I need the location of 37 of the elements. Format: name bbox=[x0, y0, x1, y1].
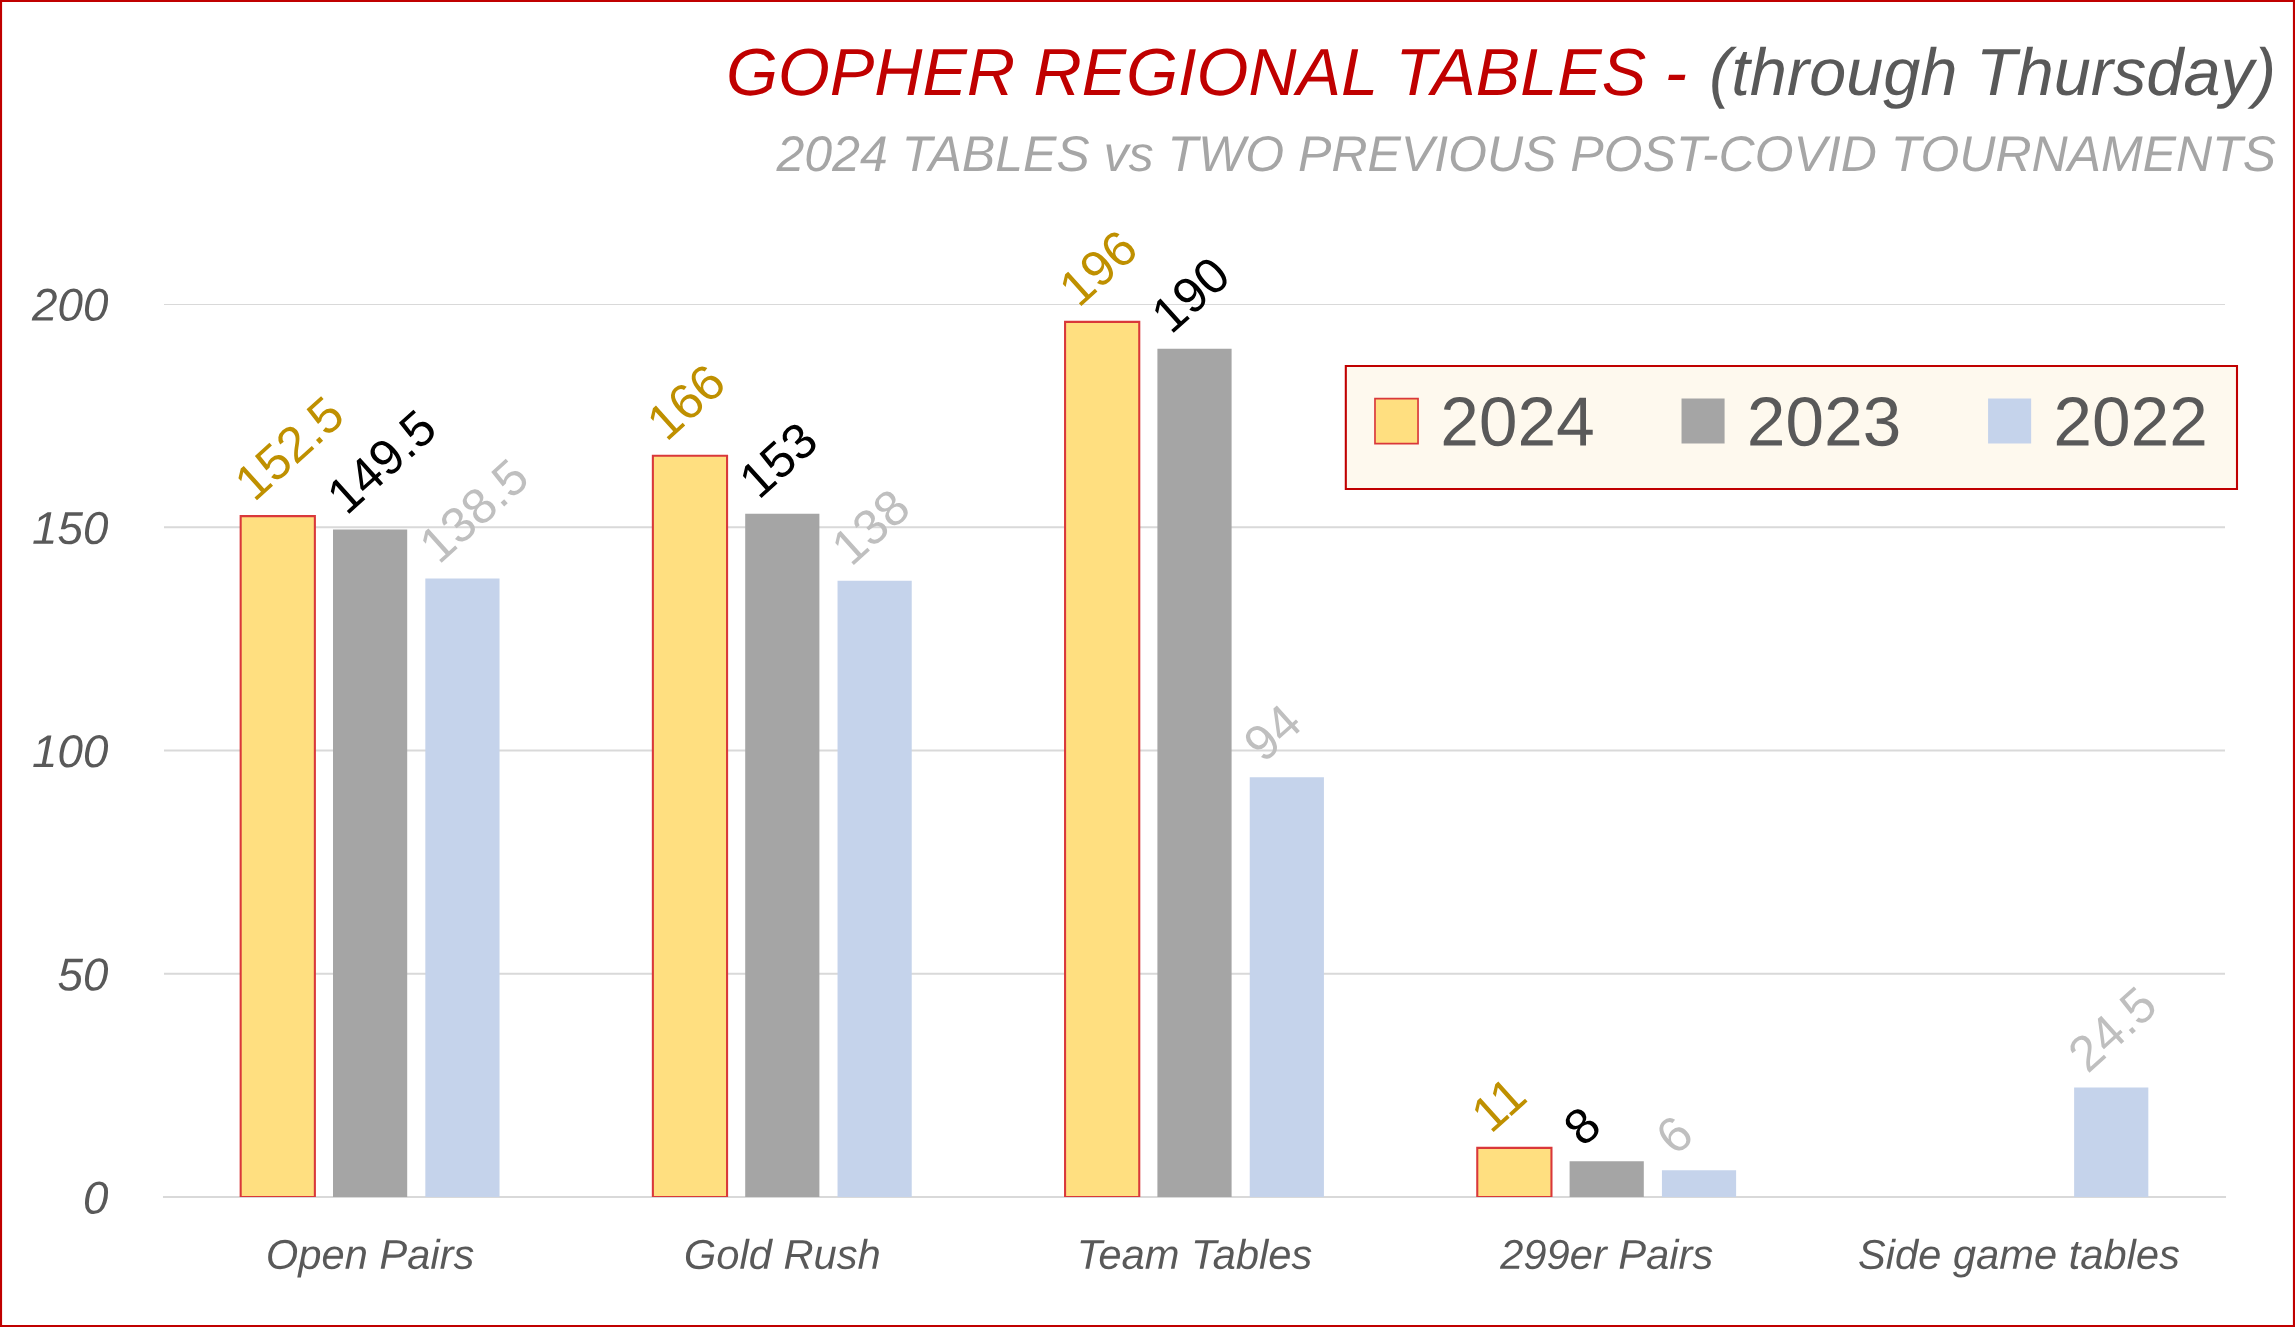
bar bbox=[1476, 1146, 1553, 1197]
data-label: 190 bbox=[1150, 254, 1232, 334]
bar bbox=[1569, 1161, 1644, 1197]
chart-subtitle: 2024 TABLES vs TWO PREVIOUS POST-COVID TOURNAMENTS bbox=[776, 136, 2276, 172]
y-tick-label: 150 bbox=[33, 511, 109, 545]
y-tick-label: 100 bbox=[33, 735, 109, 768]
chart-title: GOPHER REGIONAL TABLES - (through Thursday) bbox=[729, 46, 2273, 109]
bar bbox=[2074, 1087, 2149, 1197]
legend-label: 2024 bbox=[1443, 397, 1593, 447]
bar bbox=[651, 454, 729, 1197]
y-tick-label: 200 bbox=[31, 288, 109, 322]
x-tick-label: Gold Rush bbox=[685, 1238, 879, 1270]
bar bbox=[239, 515, 316, 1197]
bar bbox=[837, 580, 912, 1197]
data-label: 138 bbox=[830, 487, 912, 566]
data-label: 153 bbox=[738, 420, 820, 499]
data-label: 196 bbox=[1058, 228, 1140, 307]
x-tick-label: Open Pairs bbox=[268, 1238, 474, 1278]
bar bbox=[1157, 348, 1232, 1197]
data-label: 8 bbox=[1561, 1104, 1603, 1147]
bar bbox=[333, 529, 408, 1197]
y-tick-label: 0 bbox=[84, 1181, 109, 1215]
bar bbox=[1064, 320, 1141, 1197]
x-tick-label: Team Tables bbox=[1080, 1238, 1312, 1270]
x-tick-label: Side game tables bbox=[1859, 1238, 2180, 1278]
bar bbox=[1661, 1170, 1737, 1197]
legend-label: 2022 bbox=[2056, 397, 2205, 447]
data-label: 166 bbox=[645, 362, 728, 441]
bar bbox=[1249, 777, 1324, 1197]
data-label: 11 bbox=[1470, 1075, 1528, 1133]
data-label: 94 bbox=[1241, 701, 1304, 763]
data-label: 6 bbox=[1653, 1113, 1695, 1156]
legend-label: 2023 bbox=[1750, 397, 1899, 447]
y-tick-label: 50 bbox=[58, 958, 109, 991]
x-tick-label: 299er Pairs bbox=[1499, 1238, 1713, 1270]
bar bbox=[745, 513, 820, 1197]
bar bbox=[425, 578, 500, 1197]
